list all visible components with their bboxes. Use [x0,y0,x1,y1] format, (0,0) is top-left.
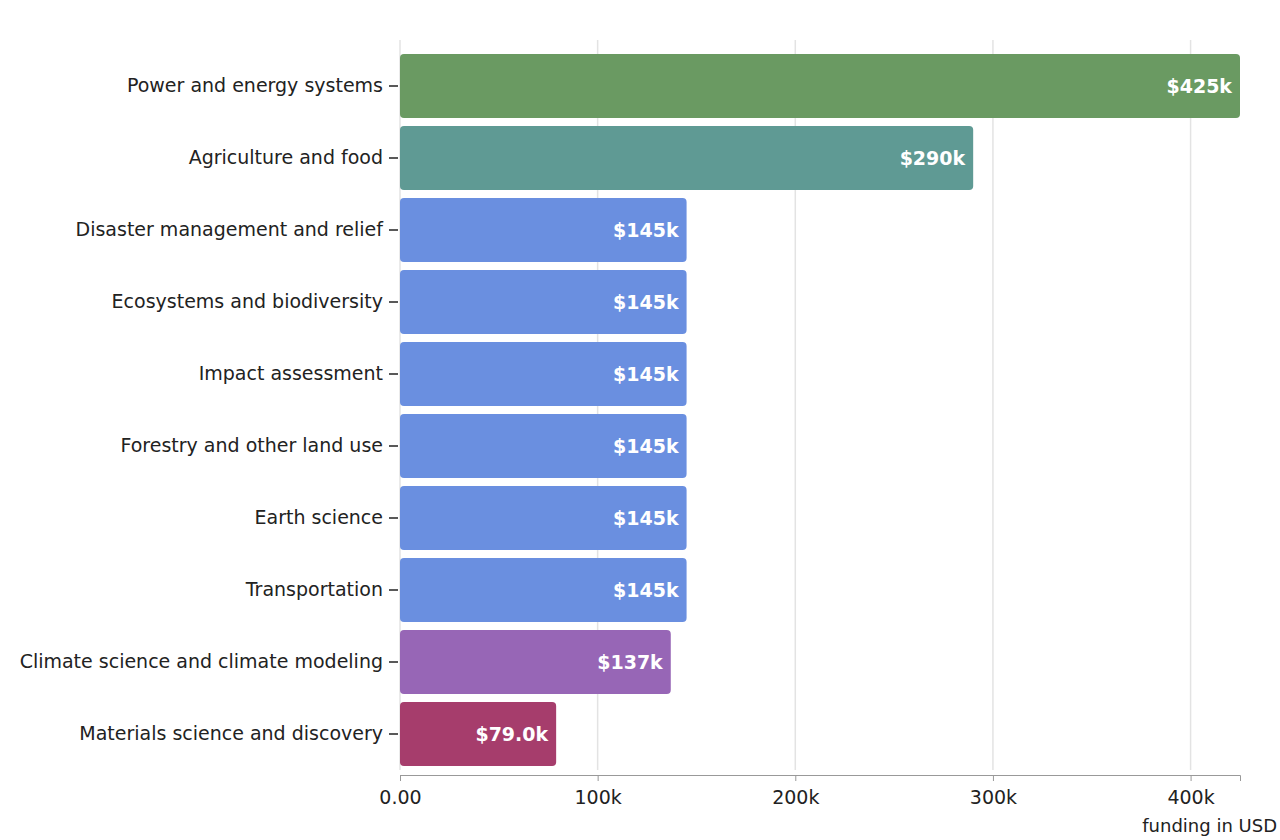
tick: Impact assessment [199,362,398,384]
tick-mark [1191,775,1192,781]
chart: $425k $290k $145k $145k $145k $145k $145k $145k… [0,0,1280,840]
tick: 100k [575,775,622,808]
data-label: $145k [613,291,679,313]
tick: 300k [970,775,1017,808]
tick: Forestry and other land use [120,434,398,456]
tick: Agriculture and food [189,146,398,168]
tick-label: Forestry and other land use [120,434,383,456]
bar [400,414,687,478]
tick-label: Transportation [245,578,383,600]
x-axis: 0.00 100k 200k 300k 400k [379,775,1240,808]
grid-line [1190,40,1192,770]
tick: Transportation [245,578,398,600]
grid-line [992,40,994,770]
data-label: $145k [613,579,679,601]
tick-mark [389,589,398,591]
tick-label: 0.00 [379,786,421,808]
tick-mark [993,775,994,781]
data-label: $79.0k [475,723,548,745]
tick: 200k [772,775,819,808]
tick: Materials science and discovery [79,722,398,744]
y-axis: Power and energy systems Agriculture and … [20,74,398,744]
tick-mark [389,661,398,663]
bar [400,270,687,334]
bar [400,198,687,262]
tick-mark [389,301,398,303]
bar [400,126,973,190]
tick-label: Disaster management and relief [76,218,385,240]
tick: 400k [1167,775,1214,808]
axis-line [401,776,1241,782]
tick-mark [389,373,398,375]
tick-label: 200k [772,786,819,808]
tick-label: 300k [970,786,1017,808]
tick-mark [389,733,398,735]
bar [400,702,556,766]
tick-label: Earth science [255,506,383,528]
data-label: $137k [597,651,663,673]
tick-label: Impact assessment [199,362,383,384]
grid [400,40,1191,770]
data-label: $425k [1166,75,1232,97]
data-label: $145k [613,219,679,241]
tick-mark [389,85,398,87]
bars [400,54,1240,766]
data-label: $145k [613,435,679,457]
tick-label: Materials science and discovery [79,722,383,744]
tick: Ecosystems and biodiversity [112,290,398,312]
data-label: $290k [900,147,966,169]
bar [400,558,687,622]
axis-title: funding in USD [1142,815,1277,836]
tick-label: Climate science and climate modeling [20,650,383,672]
data-label: $145k [613,507,679,529]
tick-mark [389,229,398,231]
tick-label: 400k [1167,786,1214,808]
data-label: $145k [613,363,679,385]
data-labels: $425k $290k $145k $145k $145k $145k $145k $145k… [475,75,1232,745]
tick-mark [400,775,401,781]
tick: Disaster management and relief [76,218,398,240]
tick-mark [389,445,398,447]
tick-mark [598,775,599,781]
bar [400,54,1240,118]
tick-mark [795,775,796,781]
tick: 0.00 [379,775,421,808]
tick-label: Agriculture and food [189,146,383,168]
bar [400,630,671,694]
tick-mark [389,157,398,159]
tick: Climate science and climate modeling [20,650,398,672]
tick-label: Ecosystems and biodiversity [112,290,383,312]
tick: Earth science [255,506,398,528]
tick: Power and energy systems [127,74,398,96]
bar [400,486,687,550]
tick-label: 100k [575,786,622,808]
bar [400,342,687,406]
tick-label: Power and energy systems [127,74,383,96]
tick-mark [389,517,398,519]
